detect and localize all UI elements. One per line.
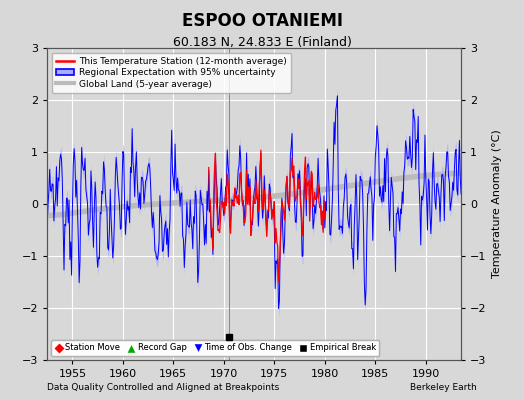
Legend: Station Move, Record Gap, Time of Obs. Change, Empirical Break: Station Move, Record Gap, Time of Obs. C… bbox=[51, 340, 379, 356]
Text: ESPOO OTANIEMI: ESPOO OTANIEMI bbox=[181, 12, 343, 30]
Y-axis label: Temperature Anomaly (°C): Temperature Anomaly (°C) bbox=[492, 130, 502, 278]
Text: Berkeley Earth: Berkeley Earth bbox=[410, 383, 477, 392]
Text: Data Quality Controlled and Aligned at Breakpoints: Data Quality Controlled and Aligned at B… bbox=[47, 383, 279, 392]
Text: 60.183 N, 24.833 E (Finland): 60.183 N, 24.833 E (Finland) bbox=[172, 36, 352, 49]
